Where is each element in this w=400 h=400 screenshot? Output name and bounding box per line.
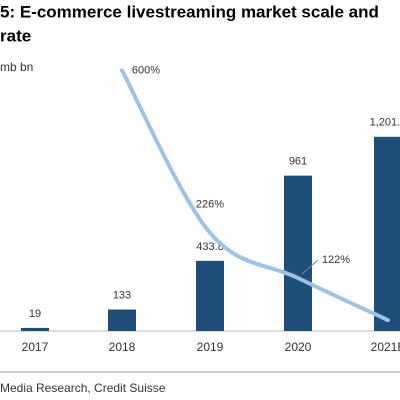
bar [108, 309, 136, 331]
growth-line [120, 68, 390, 323]
x-tick-label: 2017 [22, 340, 49, 354]
value-label: 133 [113, 289, 131, 301]
bar [284, 175, 312, 331]
x-tick-label: 2019 [197, 340, 224, 354]
x-tick-label: 2018 [109, 340, 136, 354]
value-label: 600% [132, 64, 160, 76]
x-tick-label: 2020 [285, 340, 312, 354]
leader-line [301, 259, 319, 275]
bar [374, 136, 400, 331]
value-label: 1,201.2 [370, 117, 400, 129]
y-axis-label: mb bn [0, 60, 33, 74]
value-label: 226% [196, 199, 224, 211]
x-tick-label: 2021E [371, 340, 400, 354]
bar [21, 327, 49, 331]
chart-title: rate [0, 26, 31, 45]
value-label: 122% [322, 254, 350, 266]
value-label: 19 [29, 308, 41, 320]
bar [196, 260, 224, 331]
chart-title: 5: E-commerce livestreaming market scale… [0, 2, 379, 21]
source: Media Research, Credit Suisse [0, 381, 166, 395]
value-label: 433.8 [196, 241, 224, 253]
value-label: 961 [289, 156, 307, 168]
